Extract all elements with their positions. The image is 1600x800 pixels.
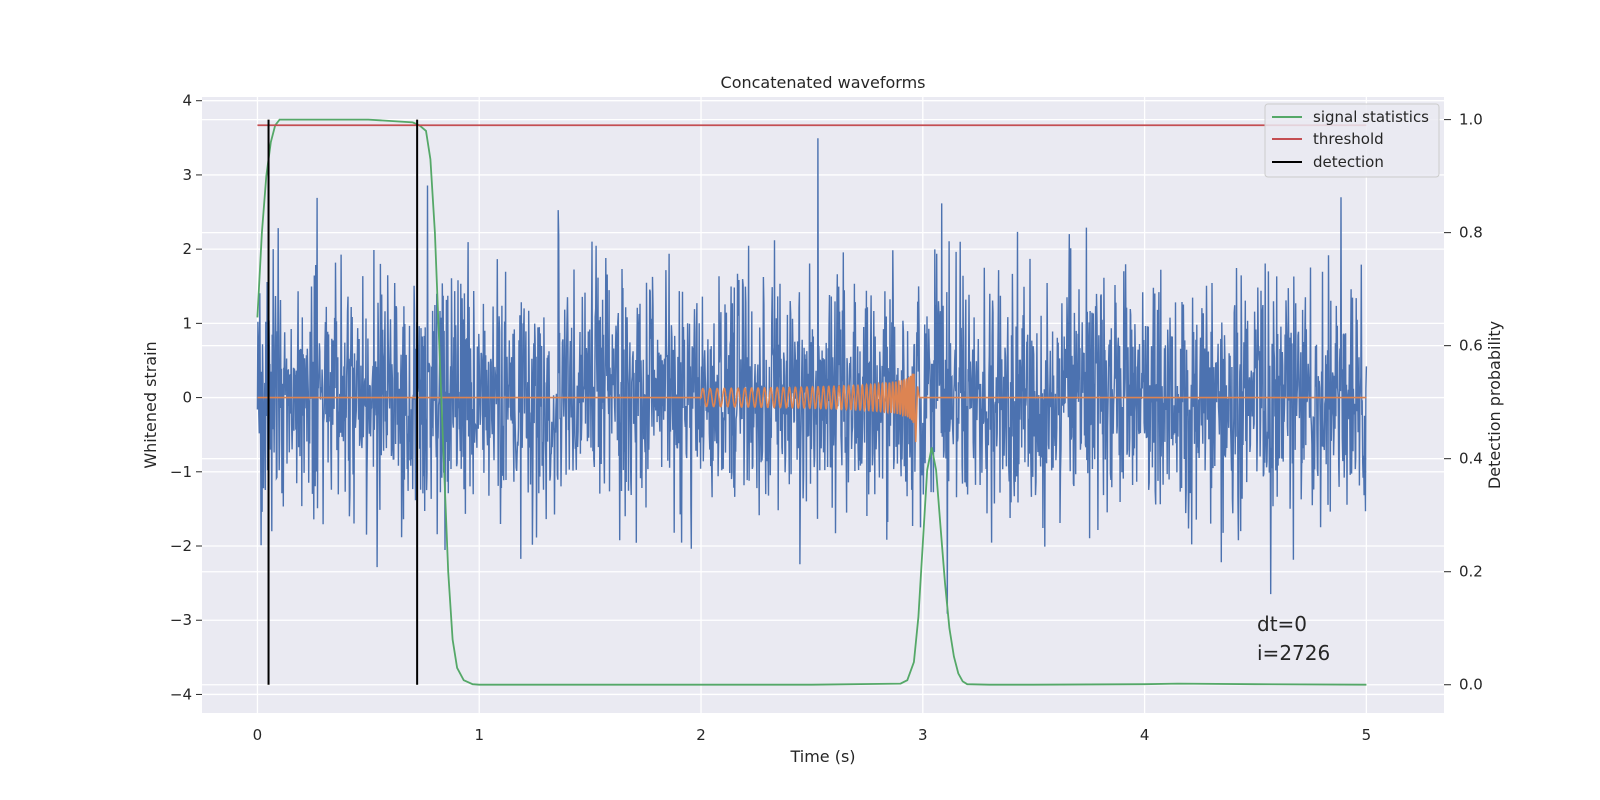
series-layer: [256, 118, 1368, 686]
y-tick-label-left: −2: [170, 537, 192, 555]
x-tick-label: 0: [253, 726, 263, 744]
y-tick-label-right: 0.6: [1459, 337, 1483, 355]
y-tick-label-left: 2: [182, 240, 192, 258]
y-axis-label-left: Whitened strain: [141, 341, 160, 468]
x-tick-label: 2: [696, 726, 706, 744]
y-tick-label-left: −4: [170, 685, 192, 703]
y-tick-label-left: −3: [170, 611, 192, 629]
x-tick-label: 5: [1362, 726, 1372, 744]
x-tick-label: 4: [1140, 726, 1150, 744]
annotation-dt: dt=0: [1257, 612, 1307, 636]
y-tick-label-right: 0.0: [1459, 676, 1483, 694]
y-tick-label-left: 1: [182, 314, 192, 332]
y-tick-label-left: 3: [182, 166, 192, 184]
x-tick-label: 3: [918, 726, 928, 744]
legend-box: [1264, 103, 1440, 178]
waveform-series-line: [257, 373, 1367, 443]
signal-statistics-line: [256, 118, 1367, 686]
y-tick-label-right: 0.4: [1459, 450, 1483, 468]
y-tick-label-left: 0: [182, 389, 192, 407]
y-tick-label-right: 1.0: [1459, 111, 1483, 129]
legend-label-signal-statistics: signal statistics: [1313, 108, 1429, 126]
y-tick-label-left: 4: [182, 92, 192, 110]
noise-series-line: [256, 138, 1368, 614]
axes-text: 0 1 2 3 4 5 −4 −3 −2 −1 0 1 2 3 4 0.0 0.2 0.4 0.6 0.8 1.0: [170, 92, 1483, 744]
chart-title: Concatenated waveforms: [721, 73, 926, 92]
annotation-i: i=2726: [1257, 641, 1330, 665]
legend: signal statistics threshold detection: [1264, 103, 1440, 178]
x-tick-label: 1: [474, 726, 484, 744]
x-axis-label: Time (s): [789, 747, 855, 766]
legend-label-threshold: threshold: [1313, 130, 1384, 148]
y-tick-label-right: 0.2: [1459, 563, 1483, 581]
legend-label-detection: detection: [1313, 153, 1384, 171]
y-tick-label-right: 0.8: [1459, 224, 1483, 242]
y-axis-label-right: Detection probability: [1485, 321, 1504, 489]
y-tick-label-left: −1: [170, 463, 192, 481]
